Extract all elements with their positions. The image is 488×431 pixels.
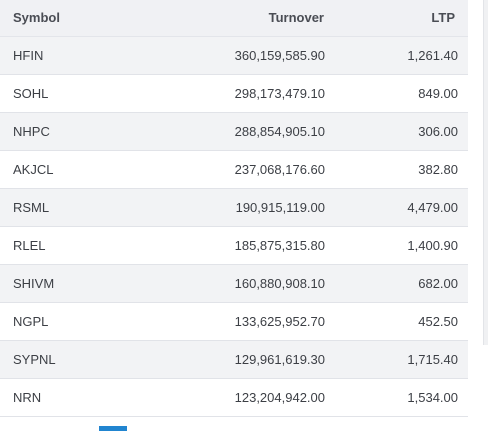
cell-turnover: 288,854,905.10 xyxy=(140,112,327,151)
table-row[interactable]: SHIVM 160,880,908.10 682.00 xyxy=(0,264,468,303)
cell-turnover: 160,880,908.10 xyxy=(140,264,327,303)
cell-symbol[interactable]: AKJCL xyxy=(0,150,140,189)
cell-ltp: 1,715.40 xyxy=(327,340,468,379)
cell-ltp: 682.00 xyxy=(327,264,468,303)
cell-turnover: 129,961,619.30 xyxy=(140,340,327,379)
column-header-ltp[interactable]: LTP xyxy=(327,0,468,37)
scrollbar-track xyxy=(483,0,484,345)
table-row[interactable]: HFIN 360,159,585.90 1,261.40 xyxy=(0,36,468,75)
table-body: HFIN 360,159,585.90 1,261.40 SOHL 298,17… xyxy=(0,36,468,417)
cell-ltp: 382.80 xyxy=(327,150,468,189)
cell-turnover: 237,068,176.60 xyxy=(140,150,327,189)
cell-ltp: 1,400.90 xyxy=(327,226,468,265)
cell-symbol[interactable]: NHPC xyxy=(0,112,140,151)
turnover-table-panel: Symbol Turnover LTP HFIN 360,159,585.90 … xyxy=(0,0,468,417)
table-header: Symbol Turnover LTP xyxy=(0,0,468,37)
table-row[interactable]: NRN 123,204,942.00 1,534.00 xyxy=(0,378,468,417)
cell-turnover: 190,915,119.00 xyxy=(140,188,327,227)
column-header-turnover[interactable]: Turnover xyxy=(140,0,327,37)
table-row[interactable]: RLEL 185,875,315.80 1,400.90 xyxy=(0,226,468,265)
table-row[interactable]: SYPNL 129,961,619.30 1,715.40 xyxy=(0,340,468,379)
scrollbar-thumb[interactable] xyxy=(484,0,488,345)
cell-symbol[interactable]: NGPL xyxy=(0,302,140,341)
cell-turnover: 133,625,952.70 xyxy=(140,302,327,341)
cell-symbol[interactable]: SOHL xyxy=(0,74,140,113)
cell-ltp: 1,534.00 xyxy=(327,378,468,417)
turnover-table: Symbol Turnover LTP HFIN 360,159,585.90 … xyxy=(0,0,468,417)
cell-turnover: 298,173,479.10 xyxy=(140,74,327,113)
table-row[interactable]: SOHL 298,173,479.10 849.00 xyxy=(0,74,468,113)
table-row[interactable]: NGPL 133,625,952.70 452.50 xyxy=(0,302,468,341)
cell-ltp: 849.00 xyxy=(327,74,468,113)
cell-ltp: 452.50 xyxy=(327,302,468,341)
cell-ltp: 306.00 xyxy=(327,112,468,151)
cell-symbol[interactable]: RSML xyxy=(0,188,140,227)
header-row: Symbol Turnover LTP xyxy=(0,0,468,37)
cell-ltp: 1,261.40 xyxy=(327,36,468,75)
cell-symbol[interactable]: HFIN xyxy=(0,36,140,75)
table-row[interactable]: AKJCL 237,068,176.60 382.80 xyxy=(0,150,468,189)
cell-symbol[interactable]: SHIVM xyxy=(0,264,140,303)
cell-ltp: 4,479.00 xyxy=(327,188,468,227)
cell-turnover: 123,204,942.00 xyxy=(140,378,327,417)
table-row[interactable]: NHPC 288,854,905.10 306.00 xyxy=(0,112,468,151)
vertical-scrollbar[interactable] xyxy=(468,0,488,431)
active-tab-indicator[interactable] xyxy=(99,426,127,431)
cell-symbol[interactable]: SYPNL xyxy=(0,340,140,379)
table-row[interactable]: RSML 190,915,119.00 4,479.00 xyxy=(0,188,468,227)
cell-symbol[interactable]: RLEL xyxy=(0,226,140,265)
cell-turnover: 360,159,585.90 xyxy=(140,36,327,75)
cell-turnover: 185,875,315.80 xyxy=(140,226,327,265)
cell-symbol[interactable]: NRN xyxy=(0,378,140,417)
column-header-symbol[interactable]: Symbol xyxy=(0,0,140,37)
